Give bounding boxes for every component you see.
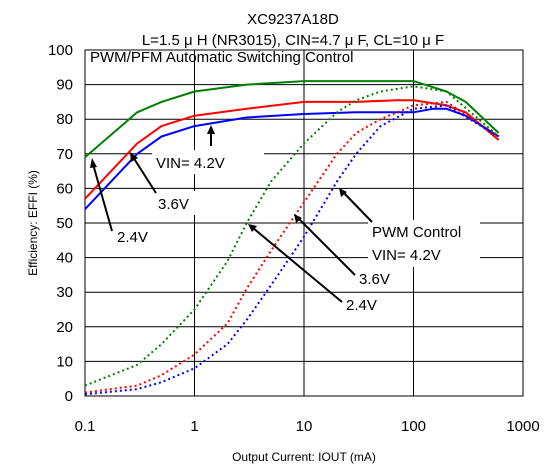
chart-subtitle: L=1.5 μ H (NR3015), CIN=4.7 μ F, CL=10 μ… — [142, 32, 444, 49]
y-tick-label: 40 — [56, 250, 73, 267]
arrowhead-24-dot — [248, 224, 257, 232]
chart-title: XC9237A18D — [247, 11, 339, 28]
arrowhead-pwm-vin42 — [339, 188, 347, 197]
x-axis-label: Output Current: IOUT (mA) — [232, 450, 376, 464]
y-tick-label: 100 — [48, 42, 73, 59]
y-tick-label: 10 — [56, 353, 73, 370]
y-axis-label: Efficiency: EFFI (%) — [26, 170, 40, 276]
annotation-36-solid: 3.6V — [158, 196, 189, 213]
y-tick-label: 80 — [56, 111, 73, 128]
ann-24-dot-bg — [340, 293, 388, 317]
annotation-group: VIN= 4.2V 3.6V 2.4V PWM Control VIN= 4.2… — [90, 125, 480, 317]
annotation-24-solid: 2.4V — [117, 229, 148, 246]
ann-36-dot-bg — [354, 266, 402, 290]
series-line-pfm-0 — [84, 80, 500, 159]
y-tick-label: 20 — [56, 319, 73, 336]
series-line-pwm-4 — [84, 100, 500, 394]
ann-42-solid-bg — [152, 150, 264, 174]
series-line-pfm-2 — [84, 107, 500, 210]
ann-36-solid-bg — [150, 191, 198, 215]
y-tick-label: 90 — [56, 77, 73, 94]
annotation-vin42-solid: VIN= 4.2V — [156, 155, 225, 172]
y-tick-label: 30 — [56, 284, 73, 301]
x-tick-label: 10 — [296, 418, 313, 435]
y-tick-label: 50 — [56, 215, 73, 232]
y-tick-label: 0 — [65, 388, 73, 405]
x-tick-label: 1 — [190, 418, 198, 435]
x-tick-label: 100 — [401, 418, 426, 435]
y-tick-label: 60 — [56, 180, 73, 197]
arrowhead-36-solid — [130, 152, 138, 162]
plot-frame — [84, 49, 524, 397]
annotation-24-dot: 2.4V — [346, 297, 377, 314]
series-line-pwm-5 — [84, 104, 500, 396]
x-tick-label: 0.1 — [75, 418, 96, 435]
y-tick-label: 70 — [56, 146, 73, 163]
series-line-pwm-3 — [84, 85, 500, 387]
arrow-36-dot — [297, 217, 356, 276]
arrowhead-24-solid — [90, 158, 97, 168]
annotation-pwm-control: PWM Control — [372, 224, 461, 241]
arrow-36-solid — [132, 156, 157, 194]
arrow-24-solid — [92, 163, 113, 232]
arrowhead-36-dot — [294, 214, 302, 223]
series-group — [84, 80, 500, 396]
ann-pwm-bg — [368, 220, 480, 267]
ann-24-solid-bg — [110, 225, 156, 249]
annotation-36-dot: 3.6V — [359, 271, 390, 288]
arrowhead-vin42-solid — [207, 125, 215, 134]
x-tick-label: 1000 — [506, 418, 539, 435]
arrow-24-dot — [252, 227, 343, 303]
partial-legend-text: PWM/PFM Automatic Switching Control — [90, 49, 353, 66]
arrow-pwm-vin42 — [342, 191, 373, 223]
annotation-vin42-dot: VIN= 4.2V — [372, 247, 441, 264]
tick-labels: 0 10 20 30 40 50 60 70 80 90 100 0.1 1 10 100 1000 — [48, 42, 540, 435]
